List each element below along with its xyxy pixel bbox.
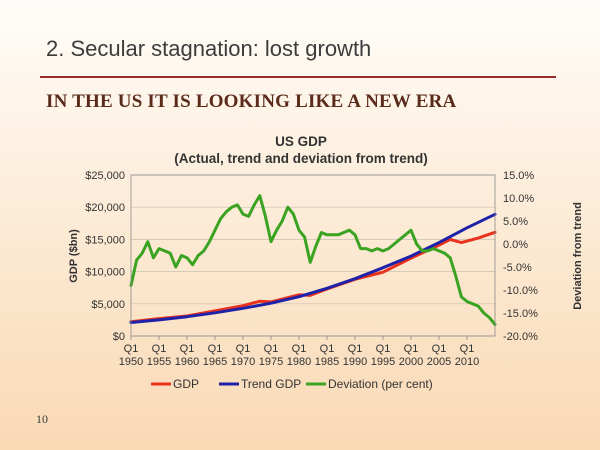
series-line-trend-gdp [129,212,497,324]
x-axis-ticks: Q11950Q11955Q11960Q11965Q11970Q11975Q119… [119,336,479,368]
x-tick-year: 1995 [371,356,395,368]
y2-tick-label: 5.0% [503,216,528,228]
y-tick-label: $20,000 [85,202,125,214]
y2-tick-label: 15.0% [503,170,534,182]
y2-tick-label: -5.0% [503,262,532,274]
x-tick-quarter: Q1 [348,343,363,355]
legend-label-trend-gdp: Trend GDP [241,377,301,391]
x-tick-quarter: Q1 [404,343,419,355]
y-tick-label: $25,000 [85,170,125,182]
x-tick-year: 1955 [147,356,171,368]
slide-subheading: IN THE US IT IS LOOKING LIKE A NEW ERA [46,91,457,112]
x-tick-quarter: Q1 [460,343,475,355]
x-tick-year: 2010 [455,356,479,368]
x-tick-quarter: Q1 [376,343,391,355]
y2-axis-title: Deviation from trend [572,202,584,310]
y-tick-label: $0 [113,331,125,343]
plot-area-frame [130,174,496,337]
legend-label-gdp: GDP [173,377,199,391]
x-tick-quarter: Q1 [124,343,139,355]
heading-divider [40,76,556,78]
series-lines [129,194,497,326]
right-axis-ticks: -20.0% -15.0% -10.0% -5.0% 0.0% 5.0% 10.0% 15.0… [503,170,538,343]
x-tick-quarter: Q1 [264,343,279,355]
x-tick-quarter: Q1 [236,343,251,355]
y2-tick-label: 0.0% [503,239,528,251]
x-tick-quarter: Q1 [180,343,195,355]
y2-tick-label: -20.0% [503,331,538,343]
legend-label-deviation-per-cent: Deviation (per cent) [328,377,433,391]
x-tick-year: 1970 [231,356,255,368]
x-tick-quarter: Q1 [152,343,167,355]
x-tick-year: 1950 [119,356,143,368]
x-tick-quarter: Q1 [320,343,335,355]
x-tick-quarter: Q1 [432,343,447,355]
x-tick-year: 1980 [287,356,311,368]
y2-tick-label: 10.0% [503,193,534,205]
chart-legend: GDP Trend GDP Deviation (per cent) [151,377,433,391]
series-line-deviation-per-cent [129,194,497,326]
x-tick-year: 1985 [315,356,339,368]
y-axis-title: GDP ($bn) [68,229,80,283]
y-tick-label: $15,000 [85,234,125,246]
page-number: 10 [36,412,48,426]
y-tick-label: $10,000 [85,267,125,279]
chart-subtitle: (Actual, trend and deviation from trend) [174,151,428,166]
x-tick-quarter: Q1 [292,343,307,355]
x-tick-quarter: Q1 [208,343,223,355]
x-tick-year: 1975 [259,356,283,368]
slide-heading: 2. Secular stagnation: lost growth [46,36,372,61]
chart-title: US GDP [275,134,327,149]
x-tick-year: 1990 [343,356,367,368]
y2-tick-label: -15.0% [503,308,538,320]
x-tick-year: 2005 [427,356,451,368]
series-line-gdp [129,230,497,324]
x-tick-year: 1960 [175,356,199,368]
left-axis-ticks: $0 $5,000 $10,000 $15,000 $20,000 $25,000 [85,170,125,343]
x-tick-year: 1965 [203,356,227,368]
x-tick-year: 2000 [399,356,423,368]
y2-tick-label: -10.0% [503,285,538,297]
y-tick-label: $5,000 [91,299,125,311]
